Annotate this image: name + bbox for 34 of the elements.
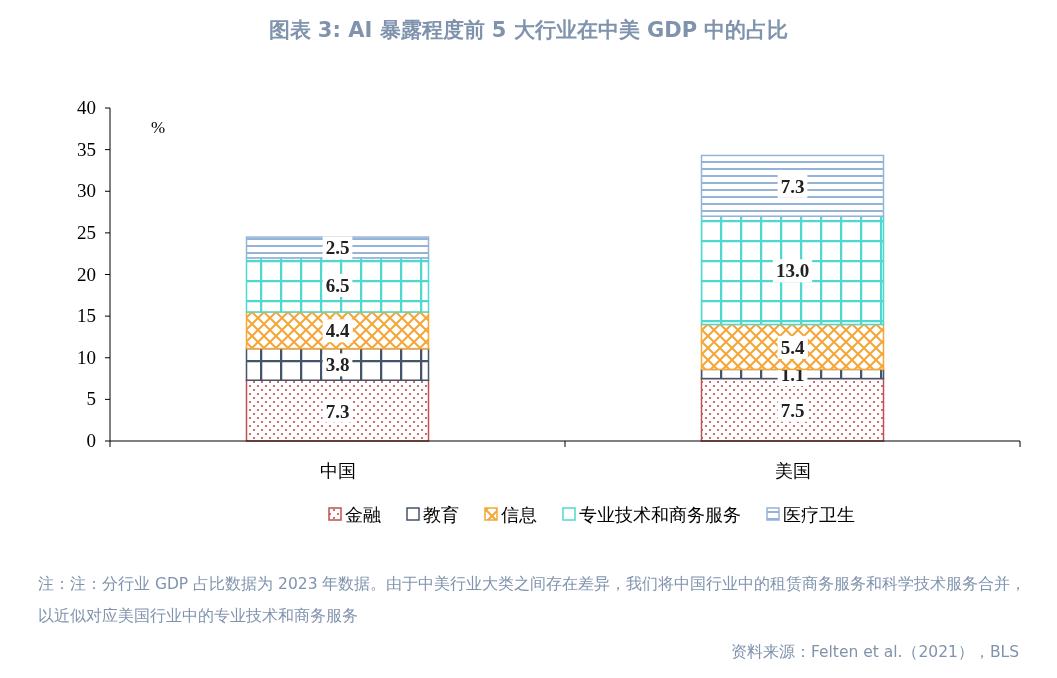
- x-tick-label: 美国: [774, 460, 811, 481]
- data-label: 3.8: [325, 354, 350, 376]
- text: 资料来源：Felten et al.（2021），BLS: [730, 642, 1019, 663]
- y-tick-label: 25: [77, 221, 96, 243]
- chart-title: 图表 3: AI 暴露程度前 5 大行业在中美 GDP 中的占比: [267, 17, 790, 44]
- legend-label: 信息: [501, 504, 537, 525]
- y-tick-label: 35: [77, 138, 96, 160]
- y-tick-label: 5: [86, 388, 96, 410]
- bar: [700, 215, 885, 326]
- bar: [700, 154, 885, 217]
- y-tick-label: 0: [86, 430, 96, 451]
- legend-label: 专业技术和商务服务: [579, 504, 741, 525]
- legend-label: 医疗卫生: [783, 504, 855, 525]
- data-label: 2.5: [325, 237, 350, 259]
- data-label: 7.5: [780, 399, 805, 421]
- legend-label: 教育: [423, 504, 459, 525]
- bar: [245, 257, 430, 313]
- y-tick-label: 30: [77, 180, 96, 202]
- y-tick-label: 40: [77, 97, 96, 118]
- y-tick-label: 15: [77, 305, 96, 327]
- legend-label: 金融: [345, 504, 381, 525]
- x-tick-label: 中国: [319, 460, 356, 481]
- data-label: 7.3: [325, 400, 350, 422]
- data-label: 7.3: [780, 175, 805, 197]
- data-label: 4.4: [325, 320, 350, 342]
- bar: [245, 379, 430, 442]
- bar: [700, 323, 885, 371]
- text: 注：注：分行业 GDP 占比数据为 2023 年数据。由于中美行业大类之间存在差异，我们将中国行业中的租赁商务服务和科学技术服务合并，以近似对应美国行业中的专业技术和商务服务: [38, 574, 1028, 627]
- y-tick-label: 20: [77, 263, 96, 285]
- y-tick-label: 10: [77, 346, 96, 368]
- data-label: 13.0: [775, 260, 810, 282]
- data-label: 6.5: [325, 274, 350, 296]
- data-label: 5.4: [780, 336, 805, 358]
- y-axis-title: %: [150, 118, 166, 137]
